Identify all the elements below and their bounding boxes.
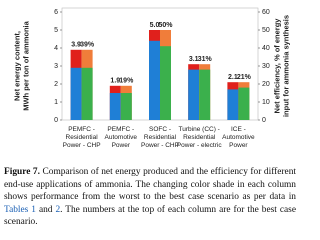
value-label: 2.1 — [228, 74, 238, 81]
x-tick-label-line: Automotive — [105, 134, 138, 141]
bar — [238, 87, 250, 120]
value-label: 19% — [119, 78, 134, 85]
bar — [160, 46, 171, 121]
caption-text: and — [35, 204, 56, 215]
bar — [227, 89, 239, 120]
x-tick-label-line: Power - CHP — [141, 142, 179, 149]
y-tick-label: 1 — [54, 99, 58, 106]
y2-tick-label: 40 — [262, 45, 270, 52]
y-tick-label: 2 — [54, 81, 58, 88]
caption-text: Comparison of net energy produced and th… — [4, 167, 297, 203]
x-tick-label-line: ICE - — [231, 126, 246, 133]
value-label: 3.1 — [189, 56, 199, 63]
y2-tick-label: 60 — [262, 9, 270, 16]
y-axis-label: Net energy content,MWh per ton of ammoni… — [12, 20, 30, 110]
value-label: 21% — [237, 74, 252, 81]
x-tick-label-line: Power — [229, 142, 248, 149]
caption-label: Figure 7. — [4, 167, 40, 177]
y2-tick-label: 30 — [262, 63, 270, 70]
x-tick-label: ICE -Automotive Power — [222, 126, 255, 149]
y2-axis-label-line: input for ammonia synthesis — [281, 15, 290, 117]
y2-tick-label: 20 — [262, 81, 270, 88]
y2-tick-label: 10 — [262, 99, 270, 106]
x-tick-label-line: Residential — [183, 134, 216, 141]
y-tick-label: 6 — [54, 9, 58, 16]
x-tick-label-line: Power — [112, 142, 131, 149]
x-tick-label-line: SOFC - — [149, 126, 171, 133]
value-label: 1.9 — [110, 78, 120, 85]
x-tick-label-line: PEMFC - — [107, 126, 134, 133]
x-tick-label-line: PEMFC - — [68, 126, 95, 133]
table-link[interactable]: Tables 1 — [4, 204, 36, 215]
value-label: 3.9 — [71, 42, 81, 49]
x-tick-label-line: Power - electric — [177, 142, 223, 149]
x-tick-label: PEMFC -Residential Power - CHP — [63, 126, 101, 149]
value-label: 5.0 — [150, 22, 160, 29]
y-tick-label: 4 — [54, 45, 58, 52]
x-tick-label-line: Residential — [66, 134, 99, 141]
y2-tick-label: 0 — [262, 117, 266, 124]
bar — [81, 67, 93, 120]
value-label: 50% — [158, 22, 173, 29]
y2-axis-label-line: Net efficiency, % of energy — [272, 18, 281, 114]
y-tick-label: 0 — [54, 117, 58, 124]
bar — [120, 93, 132, 120]
y2-tick-label: 50 — [262, 27, 270, 34]
x-tick-label-line: Residential — [144, 134, 177, 141]
bar — [149, 40, 160, 120]
x-tick-label-line: Power - CHP — [63, 142, 101, 149]
bar — [188, 69, 200, 120]
x-tick-label: PEMFC -Automotive Power — [105, 126, 138, 149]
x-tick-label: SOFC -Residential Power - CHP — [141, 126, 179, 149]
y-tick-label: 5 — [54, 27, 58, 34]
y-axis-label-line: Net energy content, — [12, 31, 21, 101]
table-link[interactable]: 2 — [55, 204, 61, 215]
y-tick-label: 3 — [54, 63, 58, 70]
page: 0 1 2 3 4 5 6 0 10 20 30 40 50 60 Net energy content,M… — [4, 7, 297, 229]
bar — [109, 93, 121, 120]
y-axis-label-line: MWh per ton of ammonia — [21, 20, 30, 110]
bar — [70, 67, 82, 120]
x-tick-label-line: Automotive — [222, 134, 255, 141]
x-tick-label: Turbine (CC) -Residential Power - electri… — [177, 126, 223, 149]
value-label: 39% — [80, 42, 95, 49]
caption-text: . The numbers at the top of each column … — [4, 204, 296, 228]
y2-axis-label: Net efficiency, % of energyinput for amm… — [272, 15, 290, 117]
value-label: 31% — [198, 56, 213, 63]
caption: Figure 7. Comparison of net energy produ… — [4, 166, 296, 229]
bar — [199, 69, 211, 120]
x-tick-label-line: Turbine (CC) - — [179, 126, 220, 133]
